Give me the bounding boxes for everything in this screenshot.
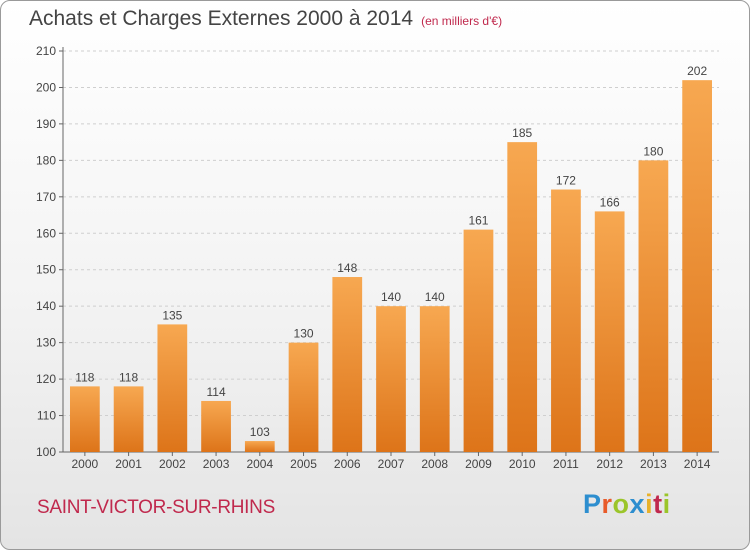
y-tick-label: 210 bbox=[36, 44, 56, 58]
data-label: 202 bbox=[687, 64, 707, 78]
x-tick-label: 2007 bbox=[378, 457, 405, 471]
bar-2008 bbox=[419, 306, 450, 452]
data-label: 103 bbox=[250, 425, 270, 439]
bar-2011 bbox=[551, 189, 581, 452]
chart-title-text: Achats et Charges Externes 2000 à 2014 bbox=[29, 7, 414, 30]
data-label: 172 bbox=[556, 174, 576, 188]
chart-subtitle: (en milliers d'€) bbox=[421, 14, 503, 28]
bar-2006 bbox=[332, 277, 363, 452]
bar-2003 bbox=[201, 400, 231, 452]
data-label: 118 bbox=[75, 370, 94, 384]
commune-name: SAINT-VICTOR-SUR-RHINS bbox=[37, 497, 275, 518]
bar-2009 bbox=[463, 229, 494, 452]
x-tick-label: 2004 bbox=[246, 457, 273, 471]
data-label: 118 bbox=[119, 370, 138, 384]
x-tick-label: 2006 bbox=[334, 457, 361, 471]
x-tick-label: 2005 bbox=[290, 457, 317, 471]
data-label: 140 bbox=[425, 290, 445, 304]
data-label: 148 bbox=[337, 261, 357, 275]
data-label: 161 bbox=[468, 214, 488, 228]
data-label: 180 bbox=[643, 144, 663, 158]
y-tick-label: 120 bbox=[36, 372, 56, 386]
y-tick-label: 150 bbox=[36, 263, 56, 277]
data-label: 185 bbox=[512, 126, 532, 140]
y-tick-label: 200 bbox=[36, 80, 56, 94]
x-tick-label: 2001 bbox=[115, 457, 142, 471]
y-tick-label: 170 bbox=[36, 190, 56, 204]
data-labels: 118 118 135 114 103 130 148 140 140 161 185 172 166 1… bbox=[75, 64, 707, 439]
y-tick-label: 140 bbox=[36, 299, 56, 313]
y-tick-label: 180 bbox=[36, 153, 56, 167]
y-tick-label: 100 bbox=[36, 445, 56, 459]
x-tick-label: 2012 bbox=[596, 457, 623, 471]
x-tick-label: 2002 bbox=[159, 457, 186, 471]
proxiti-logo: Proxiti bbox=[583, 489, 671, 519]
bar-2007 bbox=[376, 306, 406, 452]
x-tick-label: 2011 bbox=[553, 457, 579, 471]
bar-2002 bbox=[157, 324, 188, 452]
bar-2012 bbox=[594, 211, 625, 452]
tick-labels: 100 110 120 130 140 150 160 170 180 190 200 210 2000… bbox=[36, 44, 711, 471]
data-label: 140 bbox=[381, 290, 401, 304]
x-tick-label: 2013 bbox=[640, 457, 667, 471]
y-tick-label: 190 bbox=[36, 117, 56, 131]
y-tick-label: 160 bbox=[36, 226, 56, 240]
chart-title: Achats et Charges Externes 2000 à 2014 (e… bbox=[29, 7, 502, 31]
x-tick-label: 2014 bbox=[684, 457, 711, 471]
x-tick-label: 2009 bbox=[465, 457, 492, 471]
y-tick-label: 130 bbox=[36, 336, 56, 350]
x-tick-label: 2010 bbox=[509, 457, 536, 471]
bar-2005 bbox=[288, 342, 319, 452]
x-tick-label: 2003 bbox=[203, 457, 230, 471]
x-tick-label: 2008 bbox=[421, 457, 448, 471]
bar-2010 bbox=[507, 142, 538, 453]
data-label: 135 bbox=[162, 308, 182, 322]
bar-2001 bbox=[113, 386, 144, 452]
y-tick-label: 110 bbox=[37, 409, 56, 423]
x-tick-label: 2000 bbox=[72, 457, 99, 471]
bar-2014 bbox=[682, 80, 713, 452]
bars bbox=[69, 80, 713, 453]
bar-2004 bbox=[244, 441, 275, 452]
data-label: 130 bbox=[294, 327, 314, 341]
bar-2013 bbox=[638, 160, 669, 452]
data-label: 114 bbox=[206, 385, 225, 399]
bar-2000 bbox=[69, 386, 100, 452]
data-label: 166 bbox=[600, 195, 620, 209]
